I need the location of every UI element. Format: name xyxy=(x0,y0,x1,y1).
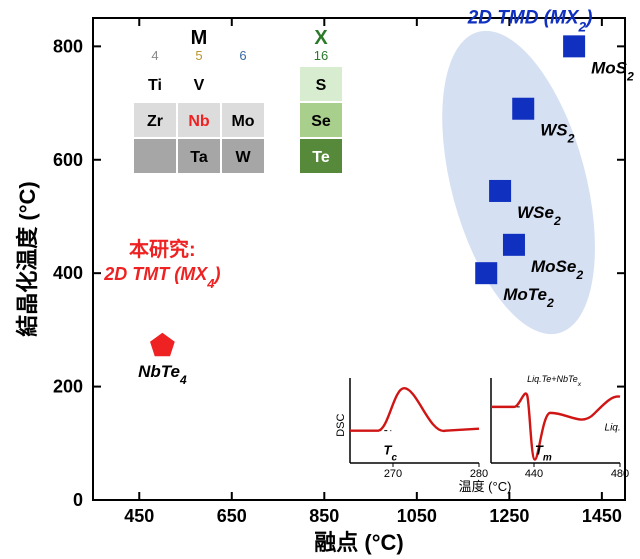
ptable-cell-label: W xyxy=(235,149,251,166)
x-tick-label: 1250 xyxy=(489,506,529,526)
ptable-cell-label: S xyxy=(316,77,327,94)
svg-text:X: X xyxy=(314,27,328,49)
x-tick-label: 1050 xyxy=(397,506,437,526)
svg-text:5: 5 xyxy=(195,48,202,63)
ptable-cell-label: Mo xyxy=(231,113,254,130)
dsc-extra-label: Liq. xyxy=(605,423,621,434)
ptable-cell-label: Nb xyxy=(188,113,210,130)
dsc-xtick: 270 xyxy=(384,468,402,480)
ptable-cell-label: Zr xyxy=(147,113,163,130)
x-tick-label: 650 xyxy=(217,506,247,526)
svg-text:4: 4 xyxy=(151,48,158,63)
svg-text:16: 16 xyxy=(314,48,328,63)
chart-container: 450 650 850 1050 1250 1450 0 200 400 600 800 融点 (°C… xyxy=(0,0,640,559)
x-tick-label: 450 xyxy=(124,506,154,526)
x-tick-label: 1450 xyxy=(582,506,622,526)
svg-text:6: 6 xyxy=(239,48,246,63)
ptable-cell xyxy=(221,66,265,102)
x-tick-label: 850 xyxy=(309,506,339,526)
ptable-cell xyxy=(133,138,177,174)
dsc-xtick: 480 xyxy=(611,468,629,480)
y-axis-label: 結晶化温度 (°C) xyxy=(15,181,40,336)
tmt-annot-line1: 本研究: xyxy=(129,237,196,261)
tmd-point xyxy=(503,234,525,256)
tmd-point xyxy=(489,180,511,202)
dsc-xlabel: 温度 (°C) xyxy=(459,479,512,494)
y-tick-label: 0 xyxy=(73,490,83,510)
svg-text:M: M xyxy=(191,27,208,49)
dsc-ylabel: DSC xyxy=(335,414,347,437)
ptable-cell-label: V xyxy=(194,77,205,94)
scatter-chart: 450 650 850 1050 1250 1450 0 200 400 600 800 融点 (°C… xyxy=(0,0,640,559)
tmd-point xyxy=(512,98,534,120)
y-tick-label: 200 xyxy=(53,377,83,397)
ptable-cell-label: Te xyxy=(312,149,330,166)
ptable-cell-label: Se xyxy=(311,113,331,130)
y-tick-label: 400 xyxy=(53,263,83,283)
y-tick-label: 800 xyxy=(53,36,83,56)
y-tick-label: 600 xyxy=(53,150,83,170)
ptable-cell-label: Ti xyxy=(148,77,162,94)
tmd-point xyxy=(563,35,585,57)
dsc-xtick: 440 xyxy=(525,468,543,480)
tmd-point xyxy=(475,262,497,284)
ptable-cell-label: Ta xyxy=(190,149,208,166)
x-axis-label: 融点 (°C) xyxy=(314,530,403,555)
